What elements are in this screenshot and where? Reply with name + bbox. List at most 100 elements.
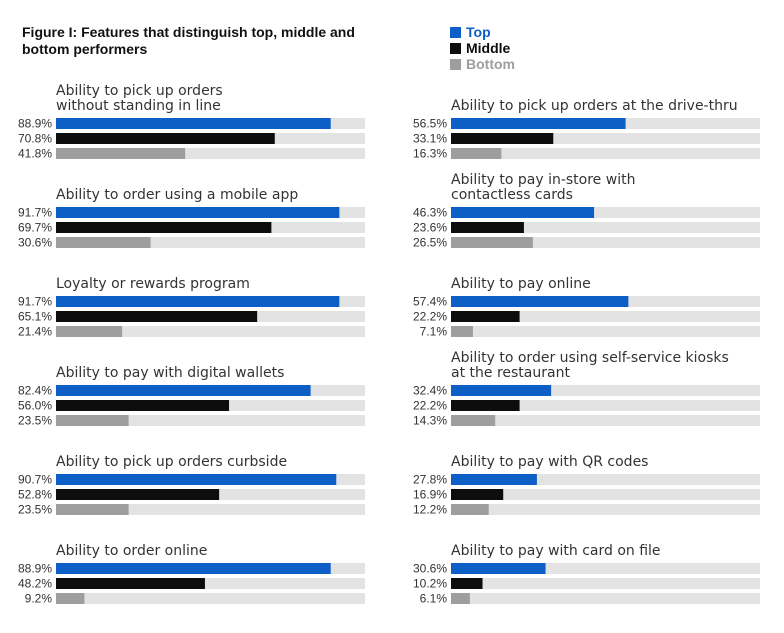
value-label-bottom: 9.2% [25, 592, 53, 606]
bar-track [56, 578, 365, 589]
bar-track [451, 133, 760, 144]
panel-title: Ability to order using a mobile app [56, 187, 298, 203]
bar-middle [56, 311, 258, 322]
bar-track [451, 311, 760, 322]
bar-middle [451, 222, 524, 233]
legend-swatch-top [450, 26, 461, 38]
bar-middle [56, 489, 220, 500]
bar-top [451, 474, 537, 485]
bar-track [451, 593, 760, 604]
value-label-top: 57.4% [413, 295, 447, 309]
bar-top [56, 385, 311, 396]
bar-middle [451, 400, 520, 411]
value-label-top: 27.8% [413, 473, 447, 487]
panel-title: Ability to pick up orders [56, 83, 223, 99]
panel-title: Ability to pick up orders curbside [56, 454, 287, 470]
value-label-middle: 65.1% [18, 310, 52, 324]
legend-item-bottom: Bottom [450, 56, 515, 72]
value-label-bottom: 26.5% [413, 236, 447, 250]
bar-middle [56, 578, 205, 589]
value-label-top: 88.9% [18, 562, 52, 576]
bar-middle [451, 133, 554, 144]
bar-bottom [56, 504, 129, 515]
bar-top [56, 118, 331, 129]
legend-label-middle: Middle [466, 40, 511, 56]
bar-top [56, 474, 337, 485]
bar-track [451, 222, 760, 233]
value-label-top: 32.4% [413, 384, 447, 398]
bar-track [451, 415, 760, 426]
bar-bottom [56, 415, 129, 426]
bar-top [451, 207, 595, 218]
value-label-bottom: 23.5% [18, 414, 52, 428]
value-label-top: 46.3% [413, 206, 447, 220]
bar-middle [451, 578, 483, 589]
value-label-bottom: 30.6% [18, 236, 52, 250]
value-label-top: 91.7% [18, 295, 52, 309]
value-label-middle: 22.2% [413, 399, 447, 413]
panel-8: Ability to pay in-store withcontactless … [413, 172, 760, 250]
bar-middle [56, 400, 230, 411]
bar-track [451, 326, 760, 337]
bar-bottom [56, 148, 186, 159]
value-label-middle: 70.8% [18, 132, 52, 146]
panel-title: Ability to pay with QR codes [451, 454, 648, 470]
panel-4: Ability to pay with digital wallets 82.4%… [18, 365, 365, 428]
panel-title: Loyalty or rewards program [56, 276, 250, 292]
value-label-middle: 52.8% [18, 488, 52, 502]
value-label-middle: 56.0% [18, 399, 52, 413]
value-label-bottom: 14.3% [413, 414, 447, 428]
bar-middle [56, 133, 275, 144]
panel-9: Ability to pay online 57.4%22.2%7.1% [413, 276, 760, 339]
bar-top [451, 385, 552, 396]
value-label-bottom: 6.1% [420, 592, 448, 606]
panel-6: Ability to order online 88.9%48.2%9.2% [18, 543, 365, 606]
bar-track [451, 489, 760, 500]
panel-title: Ability to pay in-store with [451, 172, 635, 188]
value-label-top: 91.7% [18, 206, 52, 220]
panel-7: Ability to pick up orders at the drive-t… [413, 98, 760, 161]
bar-bottom [56, 326, 123, 337]
value-label-top: 88.9% [18, 117, 52, 131]
value-label-middle: 10.2% [413, 577, 447, 591]
bar-bottom [56, 237, 151, 248]
panel-title: Ability to order online [56, 543, 207, 559]
bar-track [451, 400, 760, 411]
bar-middle [56, 222, 272, 233]
legend-item-middle: Middle [450, 40, 515, 56]
bar-track [451, 563, 760, 574]
bar-top [56, 207, 340, 218]
value-label-middle: 48.2% [18, 577, 52, 591]
bar-middle [451, 489, 504, 500]
value-label-top: 90.7% [18, 473, 52, 487]
legend-swatch-bottom [450, 58, 461, 70]
panel-title: Ability to pay online [451, 276, 591, 292]
bar-track [451, 148, 760, 159]
bar-middle [451, 311, 520, 322]
value-label-bottom: 12.2% [413, 503, 447, 517]
value-label-bottom: 23.5% [18, 503, 52, 517]
bar-top [56, 563, 331, 574]
bar-top [451, 563, 546, 574]
bar-track [56, 415, 365, 426]
value-label-middle: 22.2% [413, 310, 447, 324]
bar-bottom [451, 326, 473, 337]
bar-bottom [451, 415, 496, 426]
panel-12: Ability to pay with card on file 30.6%10.… [413, 543, 760, 606]
value-label-bottom: 21.4% [18, 325, 52, 339]
bar-top [451, 296, 629, 307]
bar-track [451, 504, 760, 515]
value-label-middle: 69.7% [18, 221, 52, 235]
legend-swatch-middle [450, 42, 461, 54]
chart-title: Figure I: Features that distinguish top,… [22, 24, 355, 57]
legend-item-top: Top [450, 24, 515, 40]
panel-10: Ability to order using self-service kios… [413, 350, 760, 428]
panel-title: Ability to pay with digital wallets [56, 365, 284, 381]
panel-5: Ability to pick up orders curbside 90.7%5… [18, 454, 365, 517]
bar-bottom [451, 148, 502, 159]
value-label-middle: 33.1% [413, 132, 447, 146]
bar-top [451, 118, 626, 129]
value-label-top: 30.6% [413, 562, 447, 576]
